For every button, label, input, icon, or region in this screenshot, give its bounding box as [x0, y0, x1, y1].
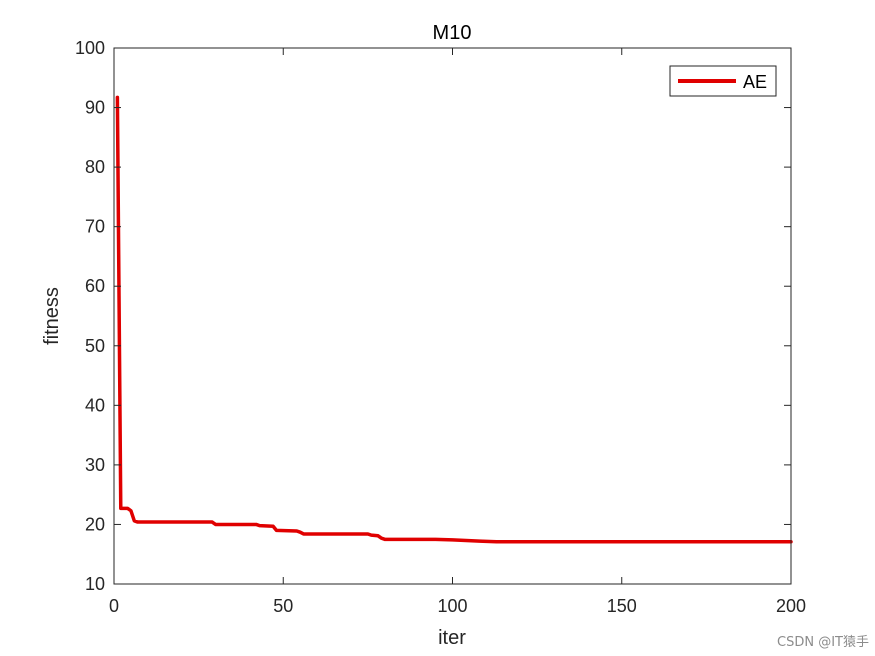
series-layer [115, 95, 793, 544]
y-axis-label: fitness [41, 287, 63, 345]
x-tick-label: 0 [109, 596, 119, 616]
x-tick-label: 150 [607, 596, 637, 616]
watermark: CSDN @IT猿手 [777, 635, 869, 650]
y-tick-label: 40 [85, 395, 105, 415]
x-tick-label: 50 [273, 596, 293, 616]
y-tick-label: 70 [85, 217, 105, 237]
x-tick-label: 200 [776, 596, 806, 616]
y-tick-label: 50 [85, 336, 105, 356]
y-tick-label: 60 [85, 276, 105, 296]
y-tick-label: 80 [85, 157, 105, 177]
y-tick-label: 90 [85, 98, 105, 118]
y-tick-label: 100 [75, 38, 105, 58]
chart-title: M10 [433, 22, 472, 44]
x-tick-label: 100 [437, 596, 467, 616]
x-axis-label: iter [438, 627, 466, 649]
plot-area [114, 48, 791, 584]
y-tick-label: 30 [85, 455, 105, 475]
y-tick-label: 20 [85, 514, 105, 534]
legend: AE [669, 65, 777, 97]
series-line-ae [115, 95, 793, 544]
y-tick-label: 10 [85, 574, 105, 594]
legend-label-ae: AE [743, 72, 767, 92]
ticks-layer: 0 50 100 150 200 10 20 30 40 50 60 70 80 90 100 [75, 38, 806, 616]
